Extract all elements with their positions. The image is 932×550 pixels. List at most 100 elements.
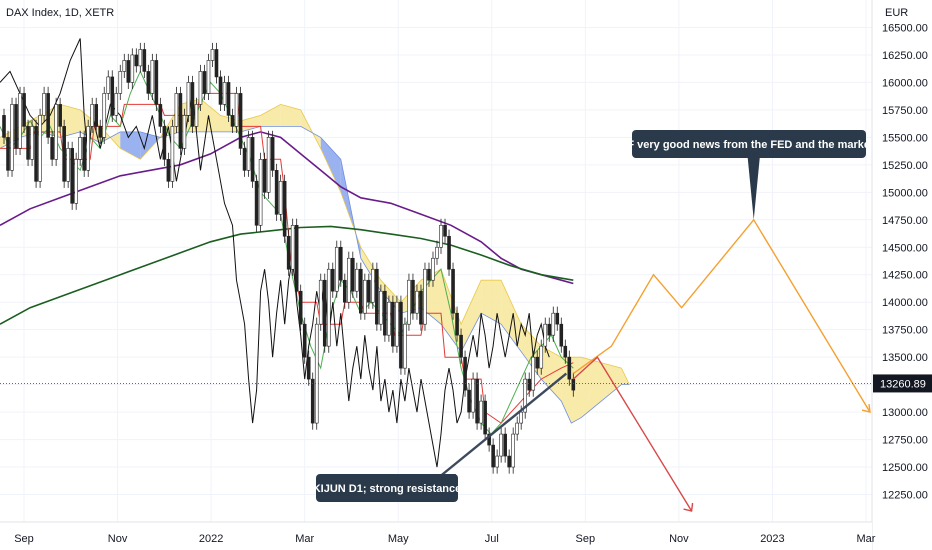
candle-body-19 <box>74 159 78 204</box>
candle-body-75 <box>298 290 303 325</box>
candle-body-122 <box>487 433 491 446</box>
candle-body-49 <box>194 104 199 127</box>
plot-background <box>0 0 872 522</box>
candle-body-106 <box>423 268 427 325</box>
candle-body-87 <box>346 257 351 303</box>
fed-callout-text: IF very good news from the FED and the m… <box>624 139 874 151</box>
candle-body-10 <box>38 115 42 182</box>
candle-body-136 <box>543 323 548 347</box>
cloud-segment-30 <box>581 362 622 418</box>
cloud-segment-31 <box>601 368 630 402</box>
candle-body-8 <box>30 126 34 160</box>
candle-body-48 <box>190 82 195 127</box>
candle-body-78 <box>310 378 315 424</box>
candle-body-110 <box>439 224 443 248</box>
candle-body-25 <box>98 126 103 138</box>
candle-body-139 <box>555 312 560 325</box>
y-tick-label-13: 15500.00 <box>882 132 928 144</box>
candle-body-3 <box>10 104 14 171</box>
candle-body-88 <box>351 257 355 292</box>
candle-body-84 <box>334 246 339 292</box>
kijun-line <box>0 92 574 424</box>
y-tick-label-15: 16000.00 <box>882 77 928 89</box>
candle-body-67 <box>266 137 271 193</box>
candle-body-16 <box>62 126 66 182</box>
candle-body-43 <box>170 126 175 182</box>
candle-body-21 <box>82 137 86 171</box>
candle-body-102 <box>407 279 411 325</box>
x-tick-label-4: May <box>388 533 409 545</box>
candle-body-14 <box>54 104 58 160</box>
candle-body-6 <box>22 93 26 127</box>
y-tick-label-17: 16500.00 <box>882 22 928 34</box>
x-tick-label-6: Sep <box>576 533 596 545</box>
candle-body-9 <box>34 126 38 182</box>
candle-body-65 <box>258 159 263 226</box>
candle-body-101 <box>403 323 407 369</box>
candle-body-22 <box>86 126 91 171</box>
cloud-segment-10 <box>200 98 221 132</box>
candle-body-46 <box>182 115 187 149</box>
candle-body-85 <box>338 246 343 281</box>
y-tick-label-12: 15250.00 <box>882 160 928 172</box>
y-tick-label-6: 13750.00 <box>882 325 928 337</box>
candle-body-7 <box>26 126 30 160</box>
candle-body-54 <box>214 49 219 78</box>
annotations: IF very good news from the FED and the m… <box>313 130 874 502</box>
candle-body-23 <box>90 104 95 127</box>
cloud-segment-16 <box>320 137 341 193</box>
candle-body-130 <box>519 411 523 424</box>
candle-body-77 <box>306 356 311 380</box>
candle-body-55 <box>218 76 223 105</box>
candle-body-63 <box>250 137 255 182</box>
candle-body-53 <box>210 49 215 61</box>
candle-body-44 <box>174 93 179 127</box>
candle-body-97 <box>387 301 391 336</box>
candle-body-127 <box>507 455 511 468</box>
candle-body-131 <box>523 378 528 413</box>
candle-body-134 <box>535 356 540 369</box>
candle-body-70 <box>278 181 283 215</box>
candle-body-34 <box>134 54 139 67</box>
ichimoku-cloud <box>0 98 630 424</box>
candle-body-2 <box>6 137 10 171</box>
candle-body-31 <box>122 60 127 72</box>
candle-body-111 <box>443 224 447 237</box>
cloud-segment-7 <box>140 131 161 160</box>
candle-body-61 <box>242 148 247 171</box>
x-tick-label-9: Mar <box>857 533 876 545</box>
candle-body-100 <box>399 301 403 369</box>
ma-purple-line <box>0 131 574 285</box>
candle-body-52 <box>206 60 211 94</box>
y-tick-label-0: 12250.00 <box>882 490 928 502</box>
candle-body-38 <box>150 60 155 94</box>
candle-body-92 <box>367 279 371 303</box>
bull-arrowhead <box>861 404 871 414</box>
scenario-lines <box>0 218 872 512</box>
kijun-callout-text: KIJUN D1; strong resistance <box>313 483 462 495</box>
candle-body-24 <box>94 104 99 127</box>
y-tick-label-7: 14000.00 <box>882 297 928 309</box>
candle-body-68 <box>270 137 275 171</box>
candle-body-119 <box>475 378 479 424</box>
cloud-segment-14 <box>280 104 301 127</box>
candle-body-108 <box>431 257 435 281</box>
candle-body-138 <box>551 312 556 336</box>
price-axis: 12250.0012500.0012750.0013000.0013250.00… <box>871 0 932 550</box>
candle-body-141 <box>563 345 568 358</box>
candle-body-41 <box>162 126 167 160</box>
candle-body-4 <box>14 104 18 149</box>
y-tick-label-8: 14250.00 <box>882 270 928 282</box>
candle-body-59 <box>234 93 239 127</box>
candle-body-47 <box>186 82 191 116</box>
candle-body-109 <box>435 246 439 259</box>
candle-body-57 <box>226 82 231 116</box>
candle-body-42 <box>166 159 171 182</box>
candle-body-20 <box>78 137 82 160</box>
kijun-resistance-line <box>437 372 568 479</box>
x-tick-label-2: 2022 <box>199 533 223 545</box>
cloud-segment-24 <box>481 280 502 325</box>
x-tick-label-8: 2023 <box>760 533 784 545</box>
candle-body-45 <box>178 93 183 149</box>
